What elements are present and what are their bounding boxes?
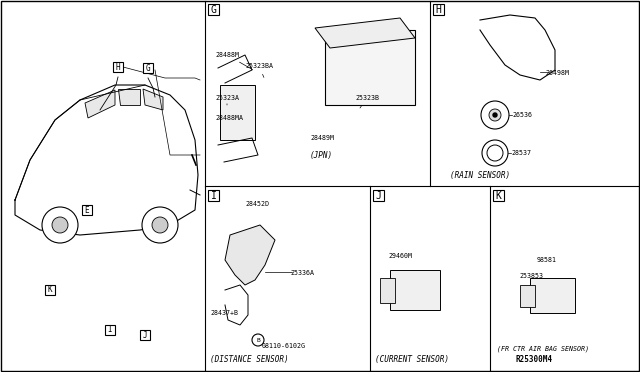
Bar: [208, 4, 219, 15]
Bar: [433, 4, 444, 15]
Text: 29460M: 29460M: [388, 253, 412, 259]
Text: G: G: [211, 4, 216, 15]
Text: 28489M: 28489M: [310, 135, 334, 141]
Bar: [530, 278, 575, 313]
Text: B: B: [256, 337, 260, 343]
Circle shape: [482, 140, 508, 166]
Text: K: K: [48, 285, 52, 295]
Text: 25336A: 25336A: [290, 270, 314, 276]
Circle shape: [52, 217, 68, 233]
Bar: [208, 190, 219, 201]
Text: 25323BA: 25323BA: [245, 63, 273, 77]
Bar: [380, 278, 395, 303]
Text: H: H: [436, 4, 442, 15]
Text: (DISTANCE SENSOR): (DISTANCE SENSOR): [210, 355, 289, 364]
Circle shape: [142, 207, 178, 243]
Bar: [113, 62, 123, 72]
Circle shape: [42, 207, 78, 243]
Text: 26536: 26536: [512, 112, 532, 118]
Polygon shape: [85, 90, 115, 118]
Text: 25323B: 25323B: [355, 95, 379, 108]
Bar: [390, 270, 440, 310]
Text: J: J: [143, 330, 147, 340]
Text: 28488MA: 28488MA: [215, 115, 243, 121]
Text: K: K: [495, 190, 501, 201]
Text: 08110-6102G: 08110-6102G: [262, 343, 306, 349]
Polygon shape: [118, 89, 140, 105]
Bar: [220, 85, 255, 140]
Polygon shape: [315, 18, 415, 48]
Text: H: H: [116, 62, 120, 71]
Bar: [82, 205, 92, 215]
Bar: [105, 325, 115, 335]
Bar: [45, 285, 55, 295]
Text: 28537: 28537: [511, 150, 531, 156]
Text: E: E: [84, 205, 90, 215]
Circle shape: [493, 113, 497, 117]
Text: G: G: [146, 64, 150, 73]
Circle shape: [252, 334, 264, 346]
Bar: [325, 30, 415, 105]
Text: 26498M: 26498M: [545, 70, 569, 76]
Text: I: I: [211, 190, 216, 201]
Text: 253853: 253853: [519, 273, 543, 279]
Text: 28437+B: 28437+B: [210, 310, 238, 316]
Bar: [520, 285, 535, 307]
Bar: [373, 190, 384, 201]
Polygon shape: [143, 89, 163, 110]
Text: I: I: [108, 326, 112, 334]
Text: J: J: [376, 190, 381, 201]
Text: R25300M4: R25300M4: [515, 355, 552, 364]
Text: (FR CTR AIR BAG SENSOR): (FR CTR AIR BAG SENSOR): [497, 345, 589, 352]
Text: (CURRENT SENSOR): (CURRENT SENSOR): [375, 355, 449, 364]
Circle shape: [152, 217, 168, 233]
Bar: [140, 330, 150, 340]
Circle shape: [487, 145, 503, 161]
Text: 98581: 98581: [537, 257, 557, 263]
Text: (RAIN SENSOR): (RAIN SENSOR): [450, 171, 510, 180]
Text: 28452D: 28452D: [245, 201, 269, 207]
Bar: [493, 190, 504, 201]
Text: (JPN): (JPN): [310, 151, 333, 160]
Bar: [143, 63, 153, 73]
Circle shape: [489, 109, 501, 121]
Circle shape: [481, 101, 509, 129]
Polygon shape: [225, 225, 275, 285]
Text: 28488M: 28488M: [215, 52, 253, 70]
Text: 25323A: 25323A: [215, 95, 239, 105]
